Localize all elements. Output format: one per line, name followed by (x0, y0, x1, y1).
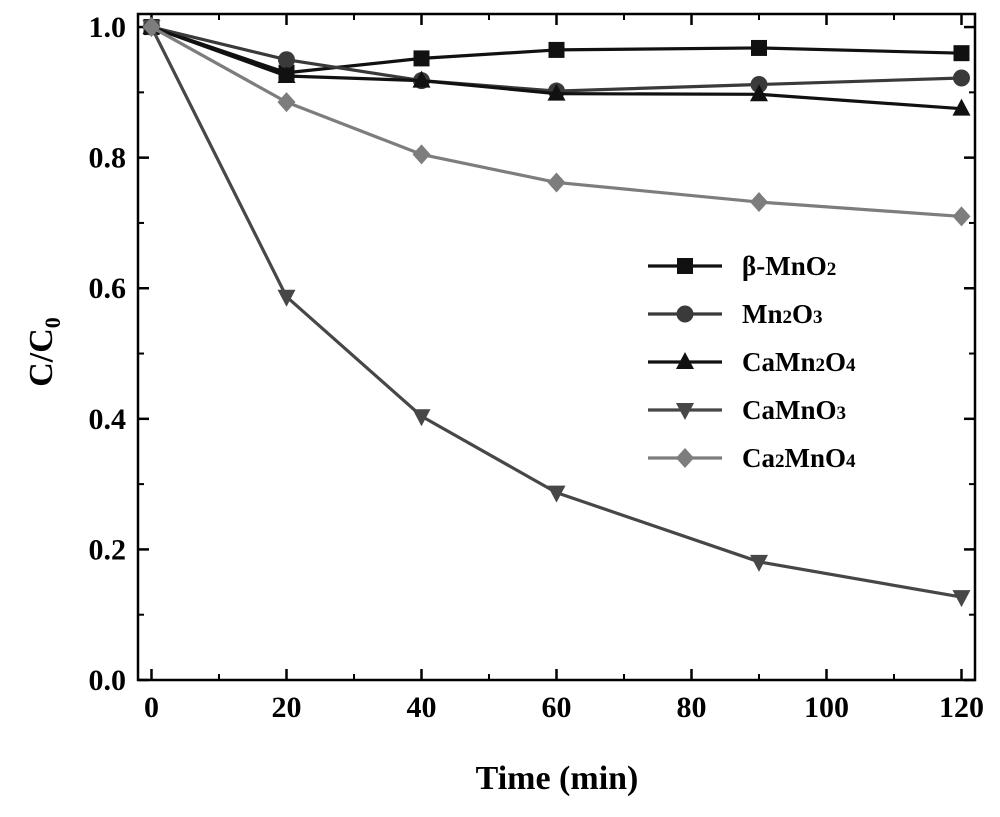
data-point-marker (750, 84, 768, 102)
legend-label-subscript: 3 (813, 307, 823, 328)
x-tick-label: 120 (939, 691, 984, 724)
legend-label-subscript: 2 (827, 259, 837, 280)
series-line (150, 25, 962, 111)
data-point-marker (277, 66, 296, 84)
series-line (151, 25, 962, 93)
x-tick-label: 20 (272, 691, 302, 724)
legend-marker (676, 305, 694, 323)
data-point-marker (547, 172, 566, 193)
series-line (150, 25, 962, 75)
data-point-marker (277, 289, 296, 307)
data-point-marker (278, 51, 295, 69)
series-line (150, 25, 962, 219)
y-tick-label: 1.0 (89, 11, 127, 44)
legend-label-part: Ca (742, 443, 775, 473)
plot-frame (136, 12, 977, 682)
data-point-marker (953, 69, 970, 87)
y-tick-label: 0.2 (89, 533, 127, 566)
legend-marker (676, 448, 694, 468)
legend-entry: Ca2MnO4 (648, 443, 856, 473)
legend-label: CaMn2O4 (742, 347, 856, 377)
y-axis-title-subscript: 0 (40, 317, 65, 328)
legend-marker (676, 403, 694, 420)
y-tick-label: 0.8 (89, 142, 127, 175)
y-axis-title: C/C0 (23, 317, 65, 387)
y-tick-label: 0.6 (89, 272, 127, 305)
legend-label-subscript: 2 (816, 355, 826, 376)
data-point-marker (547, 485, 566, 503)
legend-entry: CaMn2O4 (648, 347, 856, 377)
series-group (142, 17, 971, 227)
data-point-marker (952, 98, 971, 116)
y-axis-title-main: C/C (23, 328, 60, 387)
axes-frame (136, 12, 977, 682)
legend-label-subscript: 4 (846, 355, 856, 376)
legend-label: Mn2O3 (742, 299, 823, 329)
legend-marker (677, 258, 693, 274)
legend-label-part: MnO (785, 443, 847, 473)
data-point-marker (277, 92, 296, 113)
data-point-marker (412, 409, 431, 427)
legend-label-subscript: 4 (846, 451, 856, 472)
data-point-marker (412, 70, 431, 88)
data-point-marker (548, 41, 565, 58)
legend-label-subscript: 2 (775, 451, 785, 472)
x-tick-label: 60 (542, 691, 572, 724)
y-tick-label: 0.0 (89, 664, 127, 697)
legend-label-subscript: 2 (783, 307, 793, 328)
data-point-marker (750, 192, 768, 213)
legend-label: Ca2MnO4 (742, 443, 856, 473)
data-point-marker (952, 590, 971, 608)
legend-label: β-MnO2 (742, 251, 836, 281)
legend-label-part: β-MnO (742, 251, 827, 281)
data-point-marker (413, 50, 430, 67)
x-tick-label: 0 (144, 691, 159, 724)
legend-label: CaMnO3 (742, 395, 846, 425)
legend-label-part: CaMnO (742, 395, 837, 425)
legend-label-part: Mn (742, 299, 783, 329)
data-point-marker (953, 45, 970, 62)
x-tick-label: 80 (677, 691, 707, 724)
legend-label-part: O (792, 299, 813, 329)
legend-label-part: O (825, 347, 846, 377)
legend-entry: CaMnO3 (648, 395, 846, 425)
x-axis-title: Time (min) (476, 760, 639, 797)
data-point-marker (547, 83, 566, 101)
data-point-marker (952, 206, 971, 227)
legend-entry: Mn2O3 (648, 299, 823, 329)
x-tick-label: 40 (407, 691, 437, 724)
series-group (142, 20, 971, 608)
legend-entry: β-MnO2 (648, 251, 836, 281)
y-tick-label: 0.4 (89, 403, 127, 436)
legend-label-part: CaMn (742, 347, 816, 377)
legend-label-subscript: 3 (837, 403, 847, 424)
data-point-marker (750, 554, 768, 572)
x-tick-label: 100 (804, 691, 849, 724)
series-group (143, 19, 970, 81)
data-point-marker (412, 144, 431, 165)
axis-ticks: 0 20 40 60 80 100 120 0.0 0.2 0.4 0.6 0.8 1.0 (89, 11, 985, 724)
data-series (142, 17, 971, 608)
data-point-marker (751, 39, 767, 56)
data-point-marker (142, 17, 161, 38)
series-line (150, 26, 962, 599)
legend-marker (676, 352, 694, 369)
